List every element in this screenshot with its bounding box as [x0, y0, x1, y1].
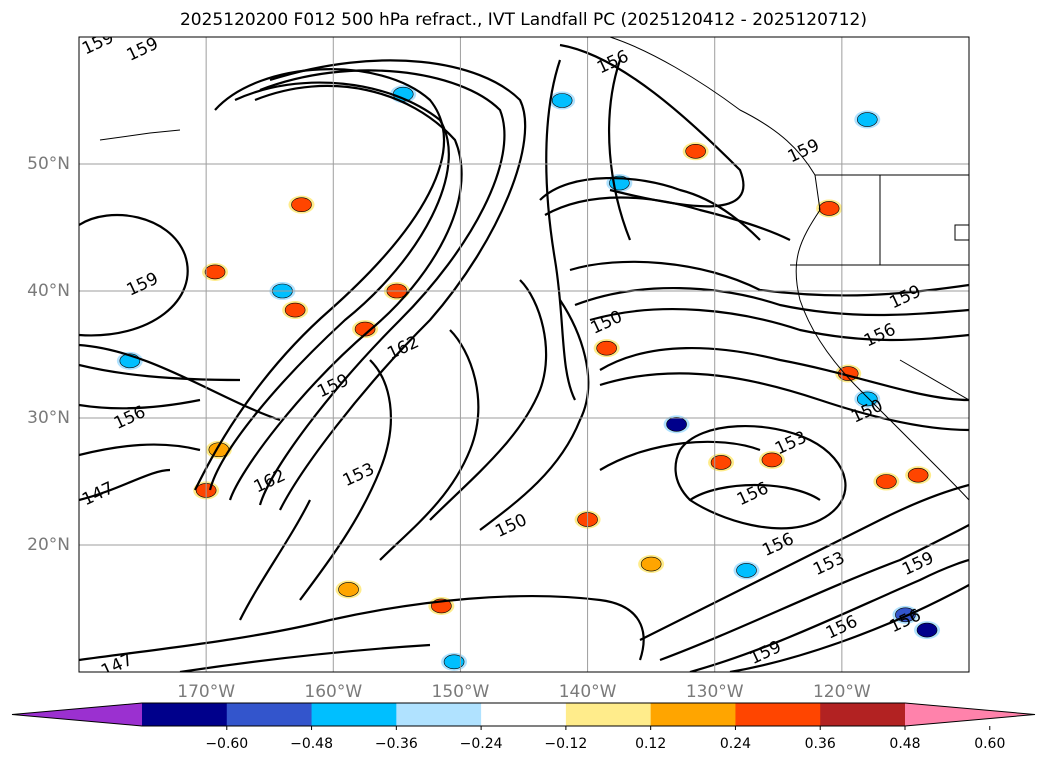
- colorbar-tick-label: −0.36: [375, 736, 418, 752]
- colorbar-segment: [481, 703, 567, 726]
- shaded-patch: [284, 302, 306, 318]
- contour-label: 159: [124, 34, 162, 66]
- grid-lines: [79, 37, 969, 672]
- refractivity-contours: [79, 43, 969, 672]
- lon-tick-label: 160°W: [304, 682, 362, 702]
- lon-tick-label: 120°W: [813, 682, 871, 702]
- contour-label: 159: [79, 27, 117, 59]
- longitude-labels: 170°W 160°W 150°W 140°W 130°W 120°W: [177, 682, 871, 702]
- shaded-patch: [761, 452, 783, 468]
- contour-label: 156: [861, 320, 899, 352]
- map-frame: [78, 36, 970, 673]
- colorbar-tick-label: −0.12: [544, 736, 587, 752]
- shaded-patch: [685, 144, 706, 159]
- contour-label: 150: [492, 510, 530, 542]
- colorbar-segment: [226, 703, 313, 726]
- chart-title: 2025120200 F012 500 hPa refract., IVT La…: [179, 10, 867, 30]
- contour-label: 159: [785, 135, 823, 167]
- colorbar-extend-high: [905, 703, 1035, 726]
- shaded-patch: [876, 474, 897, 489]
- colorbar-segment: [820, 703, 906, 726]
- colorbar: −0.60 −0.48 −0.36 −0.24 −0.12 0.12 0.24 0.36 0.4…: [11, 702, 1036, 752]
- coastline-outline: [99, 37, 969, 501]
- lon-tick-label: 130°W: [686, 682, 744, 702]
- colorbar-tick-label: −0.24: [460, 736, 503, 752]
- map-area: 159 159 1561591591621591501591561501561531…: [79, 27, 969, 682]
- latitude-labels: 20°N 30°N 40°N 50°N: [27, 154, 70, 555]
- contour-label: 162: [384, 332, 422, 364]
- colorbar-outline: [11, 702, 1036, 727]
- lat-tick-label: 20°N: [27, 535, 70, 555]
- shaded-patch: [907, 467, 929, 483]
- shaded-patch: [736, 563, 757, 578]
- colorbar-segment: [565, 703, 652, 726]
- contour-label: 156: [759, 529, 797, 561]
- colorbar-segment: [142, 703, 228, 726]
- contour-label: 159: [124, 269, 162, 301]
- colorbar-tick-label: 0.24: [720, 736, 751, 752]
- shaded-patch: [818, 201, 840, 216]
- lat-tick-label: 40°N: [27, 281, 70, 301]
- shaded-patch: [710, 455, 732, 470]
- colorbar-tick-label: 0.12: [635, 736, 666, 752]
- shaded-anomaly-layer: [116, 85, 941, 671]
- colorbar-extend-low: [12, 703, 142, 726]
- lon-tick-label: 150°W: [432, 682, 490, 702]
- contour-label: 150: [848, 396, 886, 428]
- shaded-patch: [338, 582, 359, 597]
- shaded-patch: [291, 197, 312, 212]
- contour-label: 156: [734, 478, 772, 510]
- contour-label: 150: [588, 307, 626, 339]
- shaded-patch: [856, 112, 878, 127]
- contour-label: 147: [98, 650, 136, 682]
- shaded-patch: [916, 622, 938, 638]
- lon-tick-label: 140°W: [559, 682, 617, 702]
- shaded-patch: [596, 340, 617, 356]
- colorbar-tick-label: 0.60: [974, 736, 1005, 752]
- lon-tick-label: 170°W: [177, 682, 235, 702]
- shaded-patch: [204, 264, 226, 280]
- contour-label: 153: [772, 427, 810, 459]
- colorbar-tick-label: 0.48: [889, 736, 920, 752]
- colorbar-segment: [735, 703, 821, 726]
- colorbar-tick-label: −0.48: [290, 736, 333, 752]
- lat-tick-label: 30°N: [27, 408, 70, 428]
- contour-label: 159: [886, 281, 924, 313]
- shaded-patch: [443, 654, 465, 670]
- contour-label: 147: [79, 478, 117, 510]
- colorbar-segment: [396, 703, 482, 726]
- colorbar-segment: [311, 703, 397, 726]
- shaded-patch: [666, 417, 687, 432]
- colorbar-segment: [650, 703, 736, 726]
- colorbar-tick-label: −0.60: [205, 736, 248, 752]
- contour-label-layer: 159 159 1561591591621591501591561501561531…: [79, 27, 937, 682]
- shaded-patch: [551, 93, 573, 108]
- shaded-patch: [640, 556, 662, 572]
- shaded-patch: [354, 321, 376, 337]
- colorbar-tick-label: 0.36: [805, 736, 836, 752]
- lat-tick-label: 50°N: [27, 154, 70, 174]
- contour-label: 162: [251, 466, 289, 498]
